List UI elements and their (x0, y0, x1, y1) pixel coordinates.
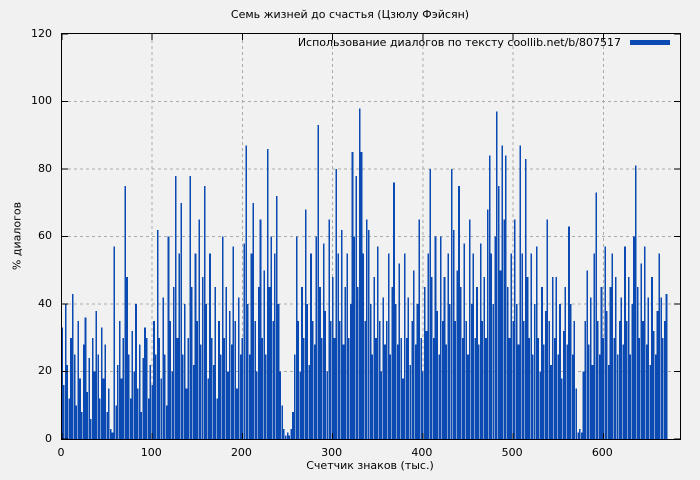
x-tick-label: 200 (230, 446, 252, 459)
x-tick-label: 400 (411, 446, 433, 459)
x-tick-label: 600 (591, 446, 613, 459)
x-tick-label: 300 (321, 446, 343, 459)
legend: Использование диалогов по тексту coollib… (298, 36, 670, 49)
x-tick-label: 0 (57, 446, 65, 459)
y-tick-label: 80 (38, 161, 52, 175)
chart-title: Семь жизней до счастья (Цзюлу Фэйсян) (230, 8, 470, 21)
x-tick-label: 100 (140, 446, 162, 459)
y-tick-label: 100 (31, 94, 52, 107)
y-tick-label: 0 (45, 431, 52, 445)
y-tick-label: 60 (38, 229, 52, 242)
y-tick-label: 40 (38, 296, 52, 310)
plot-canvas (62, 34, 680, 439)
y-tick-label: 120 (31, 26, 52, 40)
x-axis-title: Счетчик знаков (тыс.) (306, 459, 434, 472)
legend-swatch (630, 40, 670, 45)
plot-area: Использование диалогов по тексту coollib… (61, 33, 681, 440)
legend-label: Использование диалогов по тексту coollib… (297, 36, 621, 49)
y-tick-label: 20 (38, 364, 52, 377)
x-tick-label: 500 (501, 446, 523, 459)
